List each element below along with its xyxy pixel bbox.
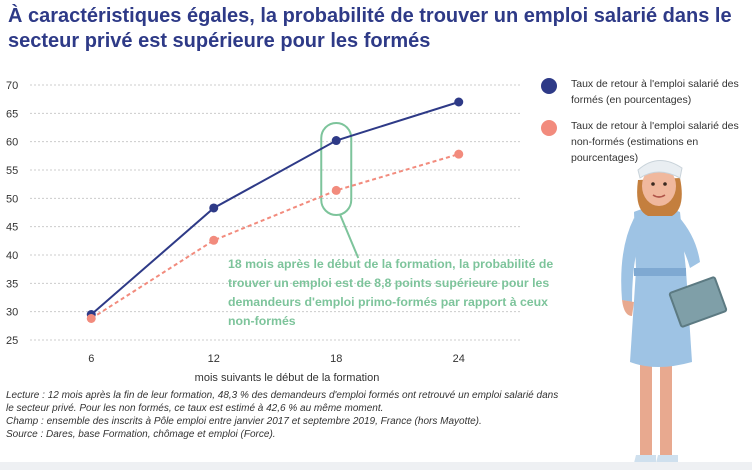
data-point-non-formes — [86, 313, 96, 323]
nurse-arm-left — [621, 218, 642, 302]
footer-band — [0, 462, 752, 470]
clipboard-icon — [668, 276, 728, 328]
series-line-non-formes — [90, 153, 460, 320]
data-point-non-formes — [454, 149, 464, 159]
y-tick-label: 45 — [6, 222, 18, 234]
chart-notes: Lecture : 12 mois après la fin de leur f… — [6, 389, 566, 441]
note-source: Source : Dares, base Formation, chômage … — [6, 429, 276, 440]
y-tick-label: 50 — [6, 193, 18, 205]
legend-item-non-formes: Taux de retour à l'emploi salarié des no… — [540, 118, 752, 166]
highlight-bracket — [320, 122, 353, 216]
x-axis-label: mois suivants le début de la formation — [195, 372, 380, 384]
nurse-smile — [652, 194, 666, 198]
nurse-leg-left — [640, 365, 652, 460]
data-point-formes — [454, 97, 464, 107]
nurse-belt — [634, 268, 686, 276]
y-tick-label: 55 — [6, 165, 18, 177]
data-point-formes — [331, 136, 341, 146]
nurse-dress — [630, 207, 692, 367]
chart-legend: Taux de retour à l'emploi salarié des fo… — [540, 76, 752, 176]
nurse-hand-left — [622, 300, 634, 316]
y-tick-label: 35 — [6, 278, 18, 290]
x-tick-label: 6 — [88, 353, 94, 365]
legend-label-formes: Taux de retour à l'emploi salarié des fo… — [571, 78, 739, 106]
y-tick-label: 30 — [6, 307, 18, 319]
nurse-shoe-right — [656, 455, 678, 463]
x-tick-label: 18 — [330, 353, 342, 365]
nurse-illustration — [621, 160, 728, 463]
y-tick-label: 70 — [6, 80, 18, 92]
nurse-face — [642, 166, 676, 206]
y-tick-label: 60 — [6, 137, 18, 149]
y-tick-label: 40 — [6, 250, 18, 262]
legend-label-non-formes: Taux de retour à l'emploi salarié des no… — [571, 120, 739, 164]
chart-annotation: 18 mois après le début de la formation, … — [228, 257, 554, 328]
x-tick-label: 24 — [453, 353, 465, 365]
y-tick-label: 65 — [6, 108, 18, 120]
note-champ: Champ : ensemble des inscrits à Pôle emp… — [6, 416, 482, 427]
data-point-non-formes — [209, 235, 219, 245]
legend-marker-non-formes — [541, 120, 557, 136]
nurse-eye-right — [663, 182, 667, 186]
annotation-connector — [339, 214, 360, 259]
nurse-arm-right — [672, 216, 700, 268]
x-tick-label: 12 — [208, 353, 220, 365]
nurse-leg-right — [660, 365, 672, 460]
legend-marker-formes — [541, 78, 557, 94]
nurse-cap — [637, 160, 683, 179]
nurse-eye-left — [651, 182, 655, 186]
y-tick-label: 25 — [6, 335, 18, 347]
data-point-formes — [209, 203, 219, 213]
nurse-shoe-left — [634, 455, 656, 463]
legend-item-formes: Taux de retour à l'emploi salarié des fo… — [540, 76, 752, 108]
series-line-formes — [90, 101, 460, 316]
chart-title: À caractéristiques égales, la probabilit… — [8, 5, 732, 52]
note-lecture: Lecture : 12 mois après la fin de leur f… — [6, 390, 559, 414]
data-point-non-formes — [331, 185, 341, 195]
